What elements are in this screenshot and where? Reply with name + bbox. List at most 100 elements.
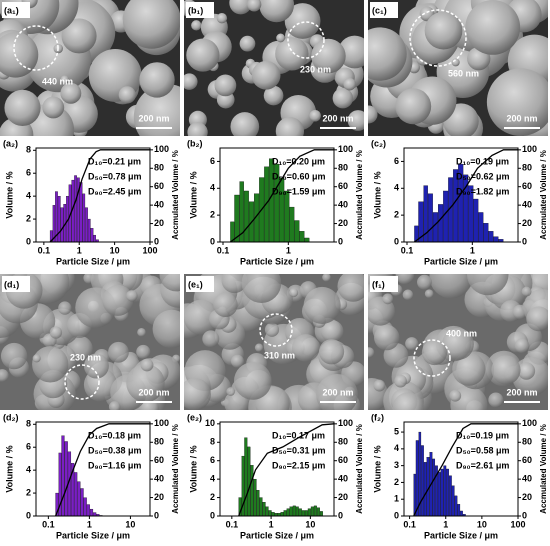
sem-content <box>184 0 364 136</box>
particle <box>233 362 272 400</box>
particle <box>0 32 39 78</box>
y2-tick-label: 0 <box>338 510 343 520</box>
panel-label: (f₁) <box>372 279 385 289</box>
sem-image: (f₁) 400 nm 200 nm <box>368 274 548 410</box>
y-tick-label: 3 <box>394 460 399 470</box>
particle <box>337 274 364 302</box>
particle <box>184 378 211 410</box>
bar <box>74 175 77 243</box>
bar <box>427 193 433 243</box>
x-tick-label: 0.1 <box>217 245 230 255</box>
y2-tick-label: 40 <box>522 200 532 210</box>
y-axis-title: Volume / % <box>188 171 198 218</box>
particle <box>251 60 281 90</box>
y2-tick-label: 20 <box>522 492 532 502</box>
y2-tick-label: 60 <box>522 455 532 465</box>
size-circle <box>413 339 451 377</box>
particle <box>184 299 219 335</box>
sem-content <box>0 274 180 410</box>
x-tick-label: 0.1 <box>38 245 51 255</box>
y2-tick-label: 80 <box>154 437 164 447</box>
bar <box>253 478 257 517</box>
particle <box>221 274 248 294</box>
cumulative-line <box>238 423 335 517</box>
bar <box>440 468 444 517</box>
particle <box>214 74 237 97</box>
size-label: 230 nm <box>300 64 331 74</box>
bar <box>271 512 275 517</box>
label-box <box>186 2 214 18</box>
y2-tick-label: 0 <box>338 236 343 246</box>
y2-tick-label: 80 <box>154 163 164 173</box>
bar <box>473 198 479 243</box>
y-tick-label: 4 <box>26 191 31 201</box>
y2-tick-label: 100 <box>522 144 537 154</box>
particle <box>0 342 28 370</box>
bar <box>483 223 489 243</box>
bar <box>93 234 96 243</box>
bar <box>295 506 299 517</box>
bar <box>289 506 293 517</box>
scale-label: 200 nm <box>506 387 537 397</box>
particle <box>133 83 180 136</box>
particle <box>429 274 473 299</box>
particle <box>374 324 400 351</box>
size-label: 400 nm <box>446 328 477 338</box>
bar <box>86 504 90 517</box>
panel-label: (b₁) <box>188 5 203 15</box>
bar <box>478 212 484 243</box>
label-box <box>186 276 214 292</box>
particle <box>247 0 262 12</box>
y2-tick-label: 40 <box>338 474 348 484</box>
bar <box>415 440 419 517</box>
y-tick-label: 6 <box>210 156 215 166</box>
bar <box>421 445 424 517</box>
bar <box>446 468 449 517</box>
annotation: D₁₀=0.21 μm <box>88 156 141 166</box>
bar <box>304 237 310 243</box>
y2-tick-label: 100 <box>522 418 537 428</box>
particle <box>0 369 9 382</box>
plot-frame <box>403 147 519 243</box>
y-tick-label: 8 <box>26 419 31 429</box>
size-circle <box>287 21 325 59</box>
cumulative-line <box>49 149 150 243</box>
panel-label: (b₂) <box>187 138 203 148</box>
annotation: D₁₀=0.18 μm <box>88 430 141 440</box>
bar <box>432 212 439 243</box>
panel-label: (f₂) <box>371 412 384 422</box>
y-tick-label: 0 <box>394 236 399 246</box>
size-circle <box>64 364 100 400</box>
x-tick-label: 1 <box>286 245 291 255</box>
y-tick-label: 10 <box>205 418 215 428</box>
particle <box>102 284 134 316</box>
sem-content <box>368 274 548 410</box>
sem-image: (a₁) 440 nm 200 nm <box>0 0 180 136</box>
particle <box>284 3 321 39</box>
size-label: 230 nm <box>70 352 101 362</box>
particle <box>202 330 220 348</box>
panel-label: (a₂) <box>3 138 18 148</box>
particle <box>187 122 208 136</box>
bar <box>493 236 499 243</box>
y-tick-label: 0 <box>394 510 399 520</box>
x-tick-label: 100 <box>142 245 157 255</box>
particle <box>4 89 41 126</box>
annotation: D₁₀=0.19 μm <box>456 430 509 440</box>
particle <box>226 387 235 396</box>
bar <box>438 204 444 243</box>
y2-tick-label: 80 <box>522 437 532 447</box>
particle <box>263 85 284 106</box>
bar <box>294 220 300 243</box>
particle <box>108 401 121 410</box>
size-circle <box>13 25 59 71</box>
particle <box>60 82 82 104</box>
bar <box>454 495 458 517</box>
particle <box>395 274 415 285</box>
particle <box>488 392 504 408</box>
y-tick-label: 4 <box>210 183 215 193</box>
y2-tick-label: 60 <box>338 455 348 465</box>
y-tick-label: 4 <box>26 465 31 475</box>
particle <box>259 0 295 23</box>
particle <box>126 363 165 403</box>
